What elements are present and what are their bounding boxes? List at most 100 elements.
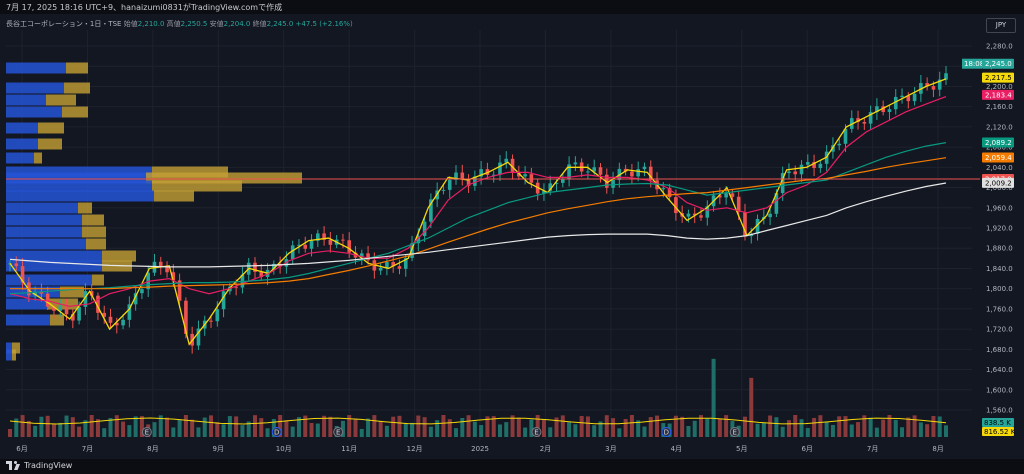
- y-axis-tick-label: 1,880.0: [986, 245, 1013, 253]
- event-marker-icon[interactable]: [729, 427, 740, 437]
- candle-body: [630, 171, 634, 177]
- volume-profile-bar: [82, 226, 106, 238]
- volume-bar: [133, 416, 138, 437]
- price-tag-time-label: 18:08: [964, 60, 984, 68]
- volume-profile-bar: [6, 190, 154, 202]
- chart-area[interactable]: [0, 14, 1024, 459]
- candle-body: [347, 240, 352, 253]
- snapshot-caption: 7月 17, 2025 18:16 UTC+9、hanaizumi0831がTr…: [6, 3, 283, 12]
- candle-body: [422, 221, 427, 237]
- price-tag: [982, 58, 1014, 69]
- y-axis-tick-label: 2,000.0: [986, 184, 1013, 192]
- volume-bar: [918, 422, 923, 437]
- event-marker-icon[interactable]: [271, 427, 282, 437]
- volume-profile-bar: [6, 82, 64, 94]
- volume-profile-bar: [6, 138, 38, 150]
- event-marker-icon[interactable]: [141, 427, 152, 437]
- ma-line-ma25: [9, 96, 947, 308]
- y-axis-tick-label: 1,840.0: [986, 265, 1013, 273]
- volume-bar: [617, 428, 622, 437]
- volume-profile-bar: [6, 106, 62, 118]
- volume-profile-bar: [6, 226, 82, 238]
- candle-body: [171, 272, 176, 281]
- volume-profile-bar: [6, 274, 92, 286]
- low-label: 安値: [209, 20, 224, 28]
- volume-bar: [642, 426, 647, 437]
- volume-bar: [485, 416, 490, 437]
- volume-profile-bar: [12, 342, 20, 354]
- price-tag: [982, 177, 1014, 188]
- x-axis-tick-label: 5月: [736, 445, 747, 453]
- volume-profile-bar: [6, 122, 38, 134]
- volume-bar: [416, 415, 421, 437]
- candle-body: [272, 263, 276, 270]
- volume-bar: [466, 415, 471, 437]
- candle-body: [460, 172, 465, 179]
- candle-body: [548, 183, 553, 191]
- high-label: 高値: [166, 20, 181, 28]
- volume-profile-bar: [152, 166, 228, 178]
- volume-bar: [497, 424, 502, 437]
- volume-bar: [862, 415, 867, 437]
- volume-bar: [491, 416, 496, 437]
- candle-body: [297, 244, 301, 246]
- change-value: +47.5 (+2.16%): [295, 20, 353, 28]
- event-marker-icon[interactable]: [531, 427, 542, 437]
- volume-bar: [724, 415, 729, 437]
- candle-body: [912, 93, 917, 102]
- volume-bar: [686, 426, 691, 437]
- currency-button[interactable]: JPY: [986, 18, 1016, 33]
- candle-body: [510, 158, 515, 172]
- tradingview-logo[interactable]: TradingView: [6, 461, 72, 470]
- volume-bar: [510, 415, 515, 437]
- volume-profile-bar: [46, 94, 76, 106]
- candle-body: [893, 96, 898, 110]
- candle-body: [397, 266, 402, 269]
- y-axis-tick-label: 1,760.0: [986, 305, 1013, 313]
- candle-body: [554, 182, 559, 184]
- candle-body: [209, 320, 213, 322]
- volume-bar: [391, 416, 396, 437]
- volume-bar: [14, 418, 19, 437]
- event-marker-label: E: [733, 429, 737, 437]
- x-axis-tick-label: 3月: [605, 445, 616, 453]
- volume-bar: [39, 416, 44, 437]
- volume-profile-bar: [82, 214, 104, 226]
- y-axis-tick-label: 1,920.0: [986, 225, 1013, 233]
- x-axis-tick-label: 10月: [276, 445, 292, 453]
- candle-body: [736, 196, 741, 212]
- volume-bar: [372, 415, 377, 437]
- event-marker-icon[interactable]: [333, 427, 344, 437]
- candle-body: [83, 291, 88, 307]
- volume-bar: [177, 419, 182, 437]
- volume-bar: [26, 420, 31, 437]
- candle-body: [692, 213, 697, 216]
- volume-bar: [259, 418, 264, 437]
- volume-profile-bar: [146, 172, 302, 184]
- volume-bar: [472, 421, 477, 437]
- event-marker-label: E: [336, 429, 340, 437]
- y-axis-tick-label: 1,640.0: [986, 366, 1013, 374]
- volume-bar: [931, 415, 936, 437]
- volume-bar: [102, 428, 107, 437]
- volume-profile-bar: [60, 286, 84, 298]
- volume-bar: [45, 415, 50, 437]
- y-axis-tick-label: 1,800.0: [986, 285, 1013, 293]
- event-marker-icon[interactable]: [661, 427, 672, 437]
- candle-body: [64, 306, 69, 315]
- volume-bar: [284, 420, 289, 437]
- volume-bar: [648, 417, 653, 437]
- volume-bar: [441, 415, 446, 437]
- volume-bar: [303, 415, 308, 437]
- volume-bar: [309, 422, 314, 437]
- candle-body: [14, 263, 19, 267]
- volume-bar: [755, 423, 760, 437]
- volume-bar: [655, 415, 660, 437]
- volume-bar: [215, 422, 220, 437]
- candle-body: [674, 197, 678, 214]
- volume-bar: [64, 415, 69, 437]
- volume-bar: [843, 416, 848, 437]
- candle-body: [875, 106, 879, 113]
- volume-bar: [906, 417, 911, 437]
